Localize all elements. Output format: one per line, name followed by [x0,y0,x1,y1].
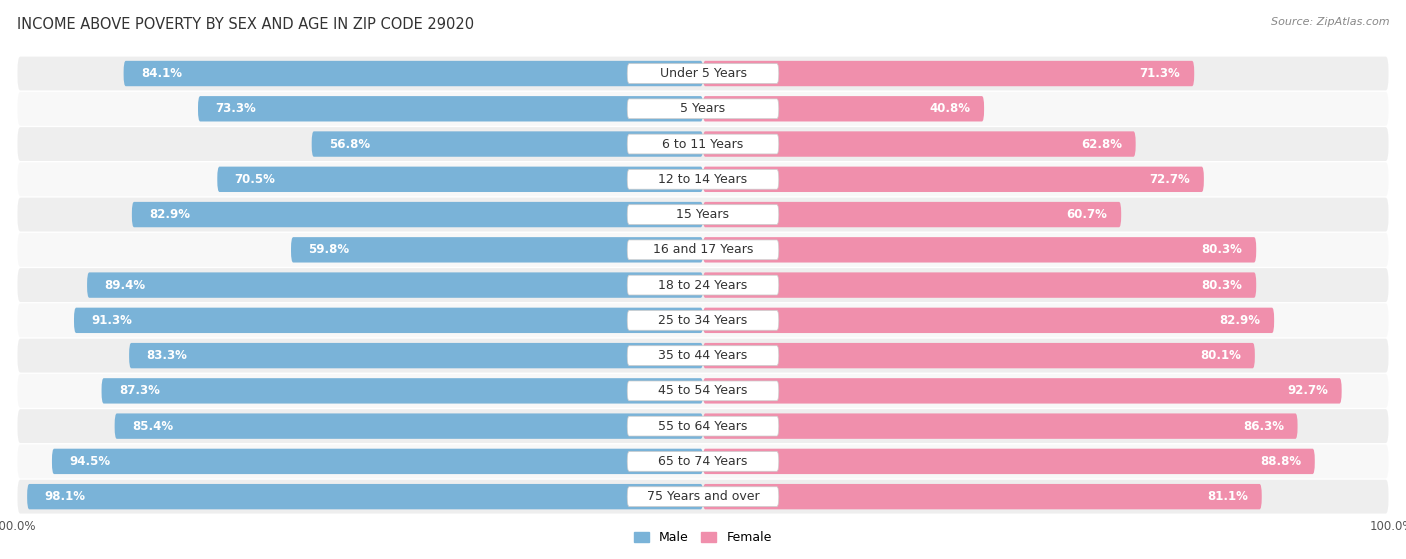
FancyBboxPatch shape [627,275,779,295]
Text: 65 to 74 Years: 65 to 74 Years [658,455,748,468]
Text: 16 and 17 Years: 16 and 17 Years [652,243,754,257]
Text: 87.3%: 87.3% [118,385,160,397]
FancyBboxPatch shape [627,64,779,83]
FancyBboxPatch shape [703,96,984,121]
Text: 86.3%: 86.3% [1243,420,1284,433]
FancyBboxPatch shape [703,131,1136,157]
FancyBboxPatch shape [627,205,779,225]
FancyBboxPatch shape [17,339,1389,372]
FancyBboxPatch shape [17,480,1389,514]
FancyBboxPatch shape [17,374,1389,408]
FancyBboxPatch shape [87,272,703,298]
Text: 83.3%: 83.3% [146,349,187,362]
FancyBboxPatch shape [627,134,779,154]
Text: Under 5 Years: Under 5 Years [659,67,747,80]
Text: 62.8%: 62.8% [1081,138,1122,150]
Text: 80.1%: 80.1% [1201,349,1241,362]
FancyBboxPatch shape [218,167,703,192]
FancyBboxPatch shape [312,131,703,157]
FancyBboxPatch shape [198,96,703,121]
FancyBboxPatch shape [703,167,1204,192]
FancyBboxPatch shape [703,272,1256,298]
Text: 82.9%: 82.9% [1219,314,1260,327]
Text: 6 to 11 Years: 6 to 11 Years [662,138,744,150]
FancyBboxPatch shape [627,416,779,436]
Text: 56.8%: 56.8% [329,138,370,150]
FancyBboxPatch shape [124,61,703,86]
FancyBboxPatch shape [703,343,1254,368]
Text: 40.8%: 40.8% [929,102,970,115]
FancyBboxPatch shape [17,268,1389,302]
Text: 60.7%: 60.7% [1067,208,1108,221]
FancyBboxPatch shape [627,99,779,119]
FancyBboxPatch shape [27,484,703,509]
Text: 12 to 14 Years: 12 to 14 Years [658,173,748,186]
Text: 15 Years: 15 Years [676,208,730,221]
FancyBboxPatch shape [17,56,1389,91]
Text: 73.3%: 73.3% [215,102,256,115]
FancyBboxPatch shape [132,202,703,228]
FancyBboxPatch shape [703,237,1256,263]
Text: 75 Years and over: 75 Years and over [647,490,759,503]
FancyBboxPatch shape [129,343,703,368]
Text: 45 to 54 Years: 45 to 54 Years [658,385,748,397]
Text: 88.8%: 88.8% [1260,455,1301,468]
Text: 89.4%: 89.4% [104,278,145,292]
FancyBboxPatch shape [291,237,703,263]
Legend: Male, Female: Male, Female [630,526,776,549]
FancyBboxPatch shape [101,378,703,404]
Text: 18 to 24 Years: 18 to 24 Years [658,278,748,292]
Text: 84.1%: 84.1% [141,67,181,80]
FancyBboxPatch shape [17,233,1389,267]
Text: 25 to 34 Years: 25 to 34 Years [658,314,748,327]
FancyBboxPatch shape [17,198,1389,231]
FancyBboxPatch shape [17,304,1389,337]
Text: 59.8%: 59.8% [308,243,349,257]
FancyBboxPatch shape [703,307,1274,333]
FancyBboxPatch shape [17,162,1389,196]
Text: 92.7%: 92.7% [1286,385,1327,397]
FancyBboxPatch shape [17,444,1389,479]
FancyBboxPatch shape [115,414,703,439]
Text: 5 Years: 5 Years [681,102,725,115]
Text: 94.5%: 94.5% [69,455,110,468]
Text: 80.3%: 80.3% [1202,278,1243,292]
FancyBboxPatch shape [703,484,1261,509]
FancyBboxPatch shape [627,169,779,189]
Text: 81.1%: 81.1% [1208,490,1249,503]
Text: 91.3%: 91.3% [91,314,132,327]
FancyBboxPatch shape [17,92,1389,126]
FancyBboxPatch shape [52,449,703,474]
FancyBboxPatch shape [627,487,779,506]
FancyBboxPatch shape [703,414,1298,439]
Text: 71.3%: 71.3% [1140,67,1181,80]
FancyBboxPatch shape [627,452,779,471]
FancyBboxPatch shape [75,307,703,333]
FancyBboxPatch shape [627,240,779,260]
FancyBboxPatch shape [703,449,1315,474]
Text: 82.9%: 82.9% [149,208,190,221]
FancyBboxPatch shape [17,127,1389,161]
FancyBboxPatch shape [17,409,1389,443]
Text: 35 to 44 Years: 35 to 44 Years [658,349,748,362]
Text: INCOME ABOVE POVERTY BY SEX AND AGE IN ZIP CODE 29020: INCOME ABOVE POVERTY BY SEX AND AGE IN Z… [17,17,474,32]
FancyBboxPatch shape [703,378,1341,404]
Text: 72.7%: 72.7% [1149,173,1189,186]
FancyBboxPatch shape [627,381,779,401]
FancyBboxPatch shape [703,202,1121,228]
Text: 55 to 64 Years: 55 to 64 Years [658,420,748,433]
FancyBboxPatch shape [627,310,779,330]
FancyBboxPatch shape [703,61,1194,86]
Text: 85.4%: 85.4% [132,420,173,433]
Text: 98.1%: 98.1% [45,490,86,503]
Text: 70.5%: 70.5% [235,173,276,186]
Text: 80.3%: 80.3% [1202,243,1243,257]
FancyBboxPatch shape [627,345,779,366]
Text: Source: ZipAtlas.com: Source: ZipAtlas.com [1271,17,1389,27]
